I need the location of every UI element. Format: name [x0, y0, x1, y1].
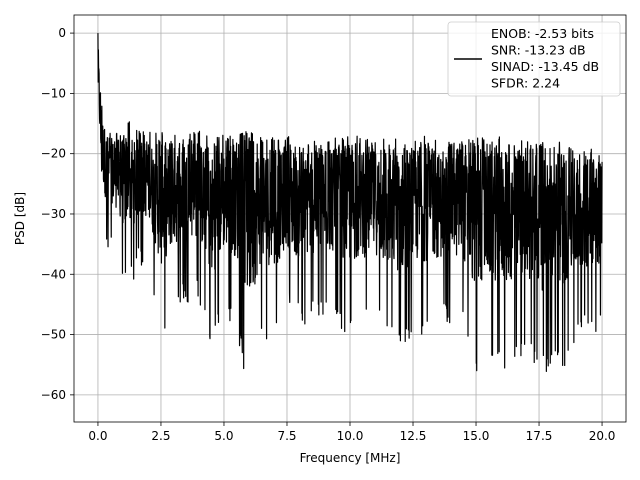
x-tick-label: 2.5: [151, 429, 170, 443]
legend-enob-text: ENOB: -2.53 bits: [491, 26, 594, 41]
y-axis-label: PSD [dB]: [13, 192, 27, 245]
tick-layer: 0.0 2.5 5.0 7.5 10.0 12.5 15.0 17.5 20.0 0 −10 −20 −…: [41, 26, 616, 443]
legend: ENOB: -2.53 bits SNR: -13.23 dB SINAD: -…: [447, 21, 621, 97]
x-tick-label: 10.0: [337, 429, 364, 443]
x-tick-label: 12.5: [400, 429, 427, 443]
legend-sinad-text: SINAD: -13.45 dB: [491, 59, 599, 74]
y-tick-label: −50: [41, 328, 66, 342]
x-tick-label: 5.0: [214, 429, 233, 443]
y-tick-label: −60: [41, 388, 66, 402]
x-tick-label: 0.0: [88, 429, 107, 443]
x-tick-label: 15.0: [463, 429, 490, 443]
y-tick-label: −10: [41, 86, 66, 100]
y-tick-label: −40: [41, 267, 66, 281]
y-tick-label: −30: [41, 207, 66, 221]
x-tick-label: 7.5: [277, 429, 296, 443]
data-layer: [97, 33, 603, 372]
legend-sfdr-text: SFDR: 2.24: [491, 76, 560, 91]
x-tick-label: 17.5: [526, 429, 553, 443]
legend-snr-text: SNR: -13.23 dB: [491, 43, 586, 58]
psd-series-line: [97, 33, 603, 372]
x-tick-label: 20.0: [589, 429, 616, 443]
y-tick-label: 0: [58, 26, 66, 40]
legend-box: [447, 21, 621, 97]
y-tick-label: −20: [41, 147, 66, 161]
x-axis-label: Frequency [MHz]: [300, 451, 401, 465]
